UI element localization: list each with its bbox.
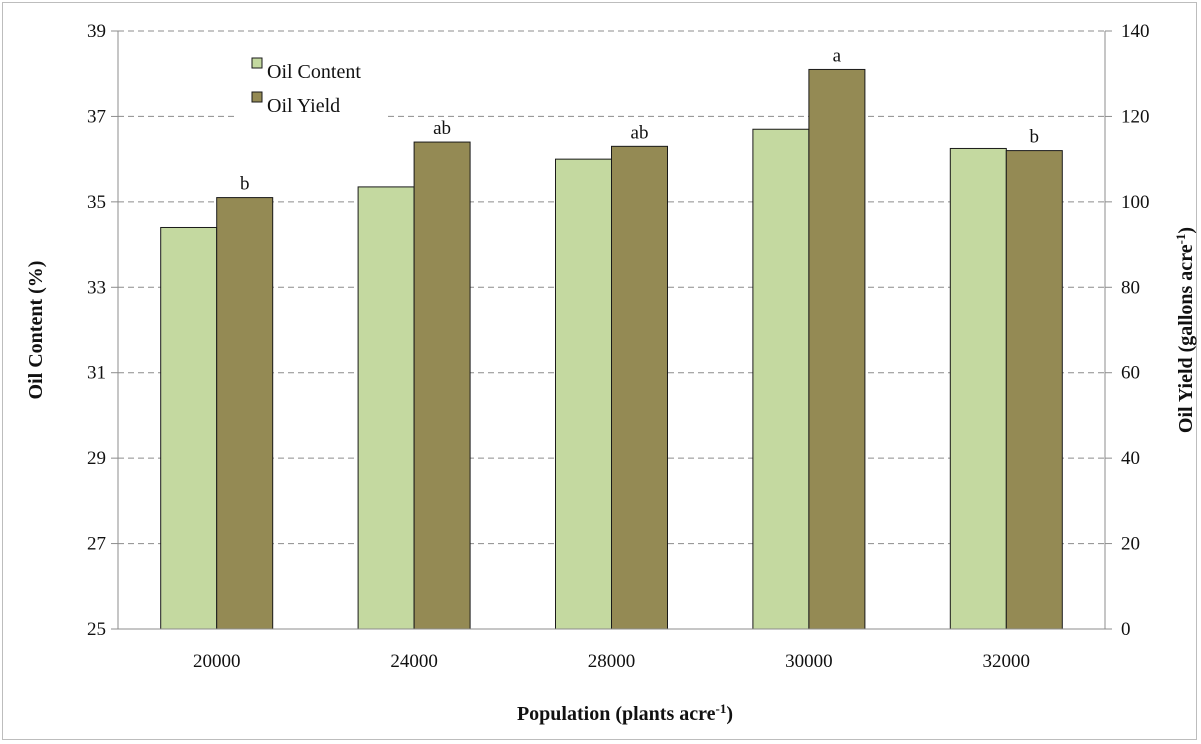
significance-label: ab [433,118,451,139]
legend-label: Oil Content [267,61,361,83]
x-tick-label: 20000 [193,651,241,672]
y-axis-right-title: Oil Yield (gallons acre-1) [1173,227,1197,433]
significance-label: ab [631,122,649,143]
y-right-tick-label: 100 [1121,192,1150,213]
significance-label: a [833,45,842,66]
bar-oil-content [357,186,415,630]
x-tick-label: 32000 [983,651,1031,672]
y-right-tick-label: 0 [1121,619,1131,640]
y-left-tick-label: 35 [87,192,106,213]
legend-label: Oil Yield [267,95,340,117]
bar-oil-yield [216,197,274,630]
significance-label: b [1030,127,1040,148]
x-tick-label: 24000 [390,651,438,672]
y-left-tick-label: 31 [87,363,106,384]
y-right-tick-label: 60 [1121,363,1140,384]
x-tick-label: 30000 [785,651,833,672]
y-left-tick-label: 25 [87,619,106,640]
significance-label: b [240,174,250,195]
legend: Oil Content Oil Yield [238,50,388,120]
bar-oil-yield [808,68,866,630]
bar-oil-content [949,147,1007,630]
tick-labels: 25 0 27 20 29 40 31 60 33 80 35 100 37 120 39 140 20000 2… [87,21,1150,672]
x-axis-title: Population (plants acre-1) [517,701,733,725]
y-right-tick-label: 120 [1121,106,1150,127]
y-left-tick-label: 37 [87,106,106,127]
bar-oil-content [160,226,218,630]
bar-oil-yield [1005,150,1063,630]
legend-swatch [251,91,263,103]
bar-oil-content [752,128,810,630]
y-left-tick-label: 27 [87,534,106,555]
y-left-tick-label: 33 [87,277,106,298]
axes [111,30,1112,630]
y-axis-left-title: Oil Content (%) [25,261,47,400]
bar-oil-content [555,158,612,630]
legend-swatch [251,57,263,69]
x-tick-label: 28000 [588,651,636,672]
y-right-tick-label: 40 [1121,448,1140,469]
y-left-tick-label: 29 [87,448,106,469]
y-right-tick-label: 20 [1121,534,1140,555]
y-right-tick-label: 80 [1121,277,1140,298]
bar-oil-yield [611,145,668,630]
y-left-tick-label: 39 [87,21,106,42]
bar-oil-yield [413,141,471,630]
y-right-tick-label: 140 [1121,21,1150,42]
legend-background [238,50,388,120]
